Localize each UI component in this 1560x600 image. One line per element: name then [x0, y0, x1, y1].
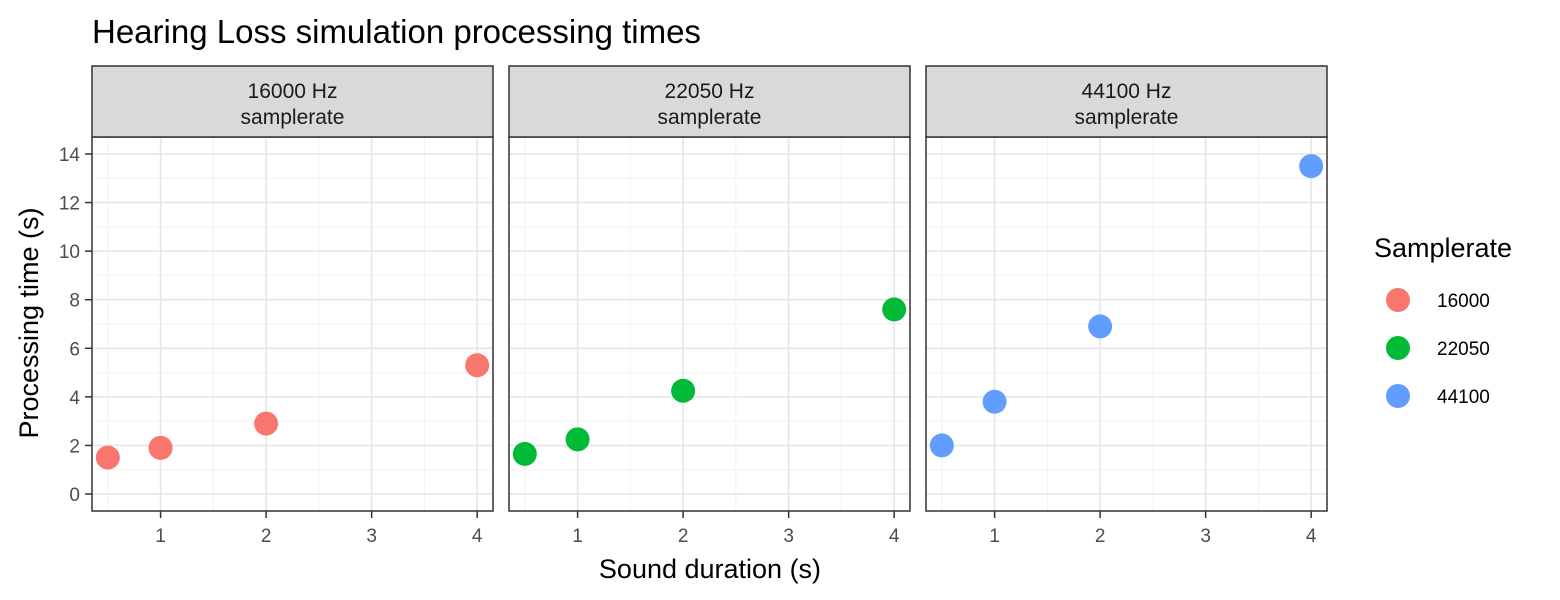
data-point-44100	[1299, 154, 1324, 179]
x-tick-label: 2	[261, 526, 272, 547]
x-tick-label: 1	[989, 526, 1000, 547]
y-tick-label: 6	[69, 339, 80, 360]
legend-label-44100: 44100	[1437, 387, 1490, 408]
x-axis-22050: 1 2 3 4	[572, 511, 900, 547]
y-tick-label: 0	[69, 485, 80, 506]
facet-panel-44100: 44100 Hz samplerate	[925, 65, 1328, 512]
x-tick-label: 4	[889, 526, 900, 547]
legend-items: 16000 22050 44100	[1386, 288, 1490, 408]
x-axis-44100: 1 2 3 4	[989, 511, 1317, 547]
facet-strip-label: samplerate	[1075, 106, 1179, 129]
y-tick-label: 10	[59, 242, 80, 263]
x-tick-label: 3	[366, 526, 377, 547]
legend: Samplerate 16000 22050 44100	[1374, 233, 1512, 408]
data-point-22050	[565, 427, 590, 452]
facet-strip-label: 22050 Hz	[665, 80, 755, 103]
legend-key-16000	[1386, 288, 1410, 312]
x-tick-label: 3	[1200, 526, 1211, 547]
data-point-22050	[512, 441, 537, 466]
facet-strip-label: samplerate	[241, 106, 345, 129]
x-tick-label: 4	[472, 526, 483, 547]
y-axis-title: Processing time (s)	[14, 207, 44, 438]
legend-label-16000: 16000	[1437, 291, 1490, 312]
data-point-16000	[148, 435, 173, 460]
data-point-16000	[95, 445, 120, 470]
legend-key-44100	[1386, 384, 1410, 408]
x-axis-title: Sound duration (s)	[599, 554, 821, 584]
x-tick-label: 1	[572, 526, 583, 547]
y-axis: 0 2 4 6 8 10 12 14	[59, 145, 92, 506]
facet-strip-label: 44100 Hz	[1082, 80, 1172, 103]
data-point-44100	[929, 433, 954, 458]
data-point-44100	[982, 389, 1007, 414]
legend-title: Samplerate	[1374, 233, 1512, 263]
chart-title: Hearing Loss simulation processing times	[92, 13, 701, 50]
y-tick-label: 2	[69, 436, 80, 457]
facet-strip	[508, 65, 911, 138]
legend-label-22050: 22050	[1437, 339, 1490, 360]
data-point-22050	[671, 378, 696, 403]
x-tick-label: 3	[783, 526, 794, 547]
x-tick-label: 2	[678, 526, 689, 547]
y-tick-label: 12	[59, 194, 80, 215]
facet-strip	[925, 65, 1328, 138]
x-tick-label: 4	[1306, 526, 1317, 547]
data-point-44100	[1088, 314, 1113, 339]
x-axes: 1 2 3 4 1 2 3 4 1 2 3 4	[155, 511, 1317, 547]
data-point-16000	[465, 353, 490, 378]
x-axis-16000: 1 2 3 4	[155, 511, 483, 547]
legend-key-22050	[1386, 336, 1410, 360]
y-tick-label: 8	[69, 291, 80, 312]
facet-strip	[91, 65, 494, 138]
data-point-16000	[254, 411, 279, 436]
facet-strip-label: 16000 Hz	[248, 80, 338, 103]
y-tick-label: 14	[59, 145, 81, 166]
data-point-22050	[882, 297, 907, 322]
facet-panel-16000: 16000 Hz samplerate	[91, 65, 494, 512]
y-tick-label: 4	[69, 388, 80, 409]
x-tick-label: 1	[155, 526, 166, 547]
x-tick-label: 2	[1095, 526, 1106, 547]
facet-strip-label: samplerate	[658, 106, 762, 129]
facet-panel-22050: 22050 Hz samplerate	[508, 65, 911, 512]
